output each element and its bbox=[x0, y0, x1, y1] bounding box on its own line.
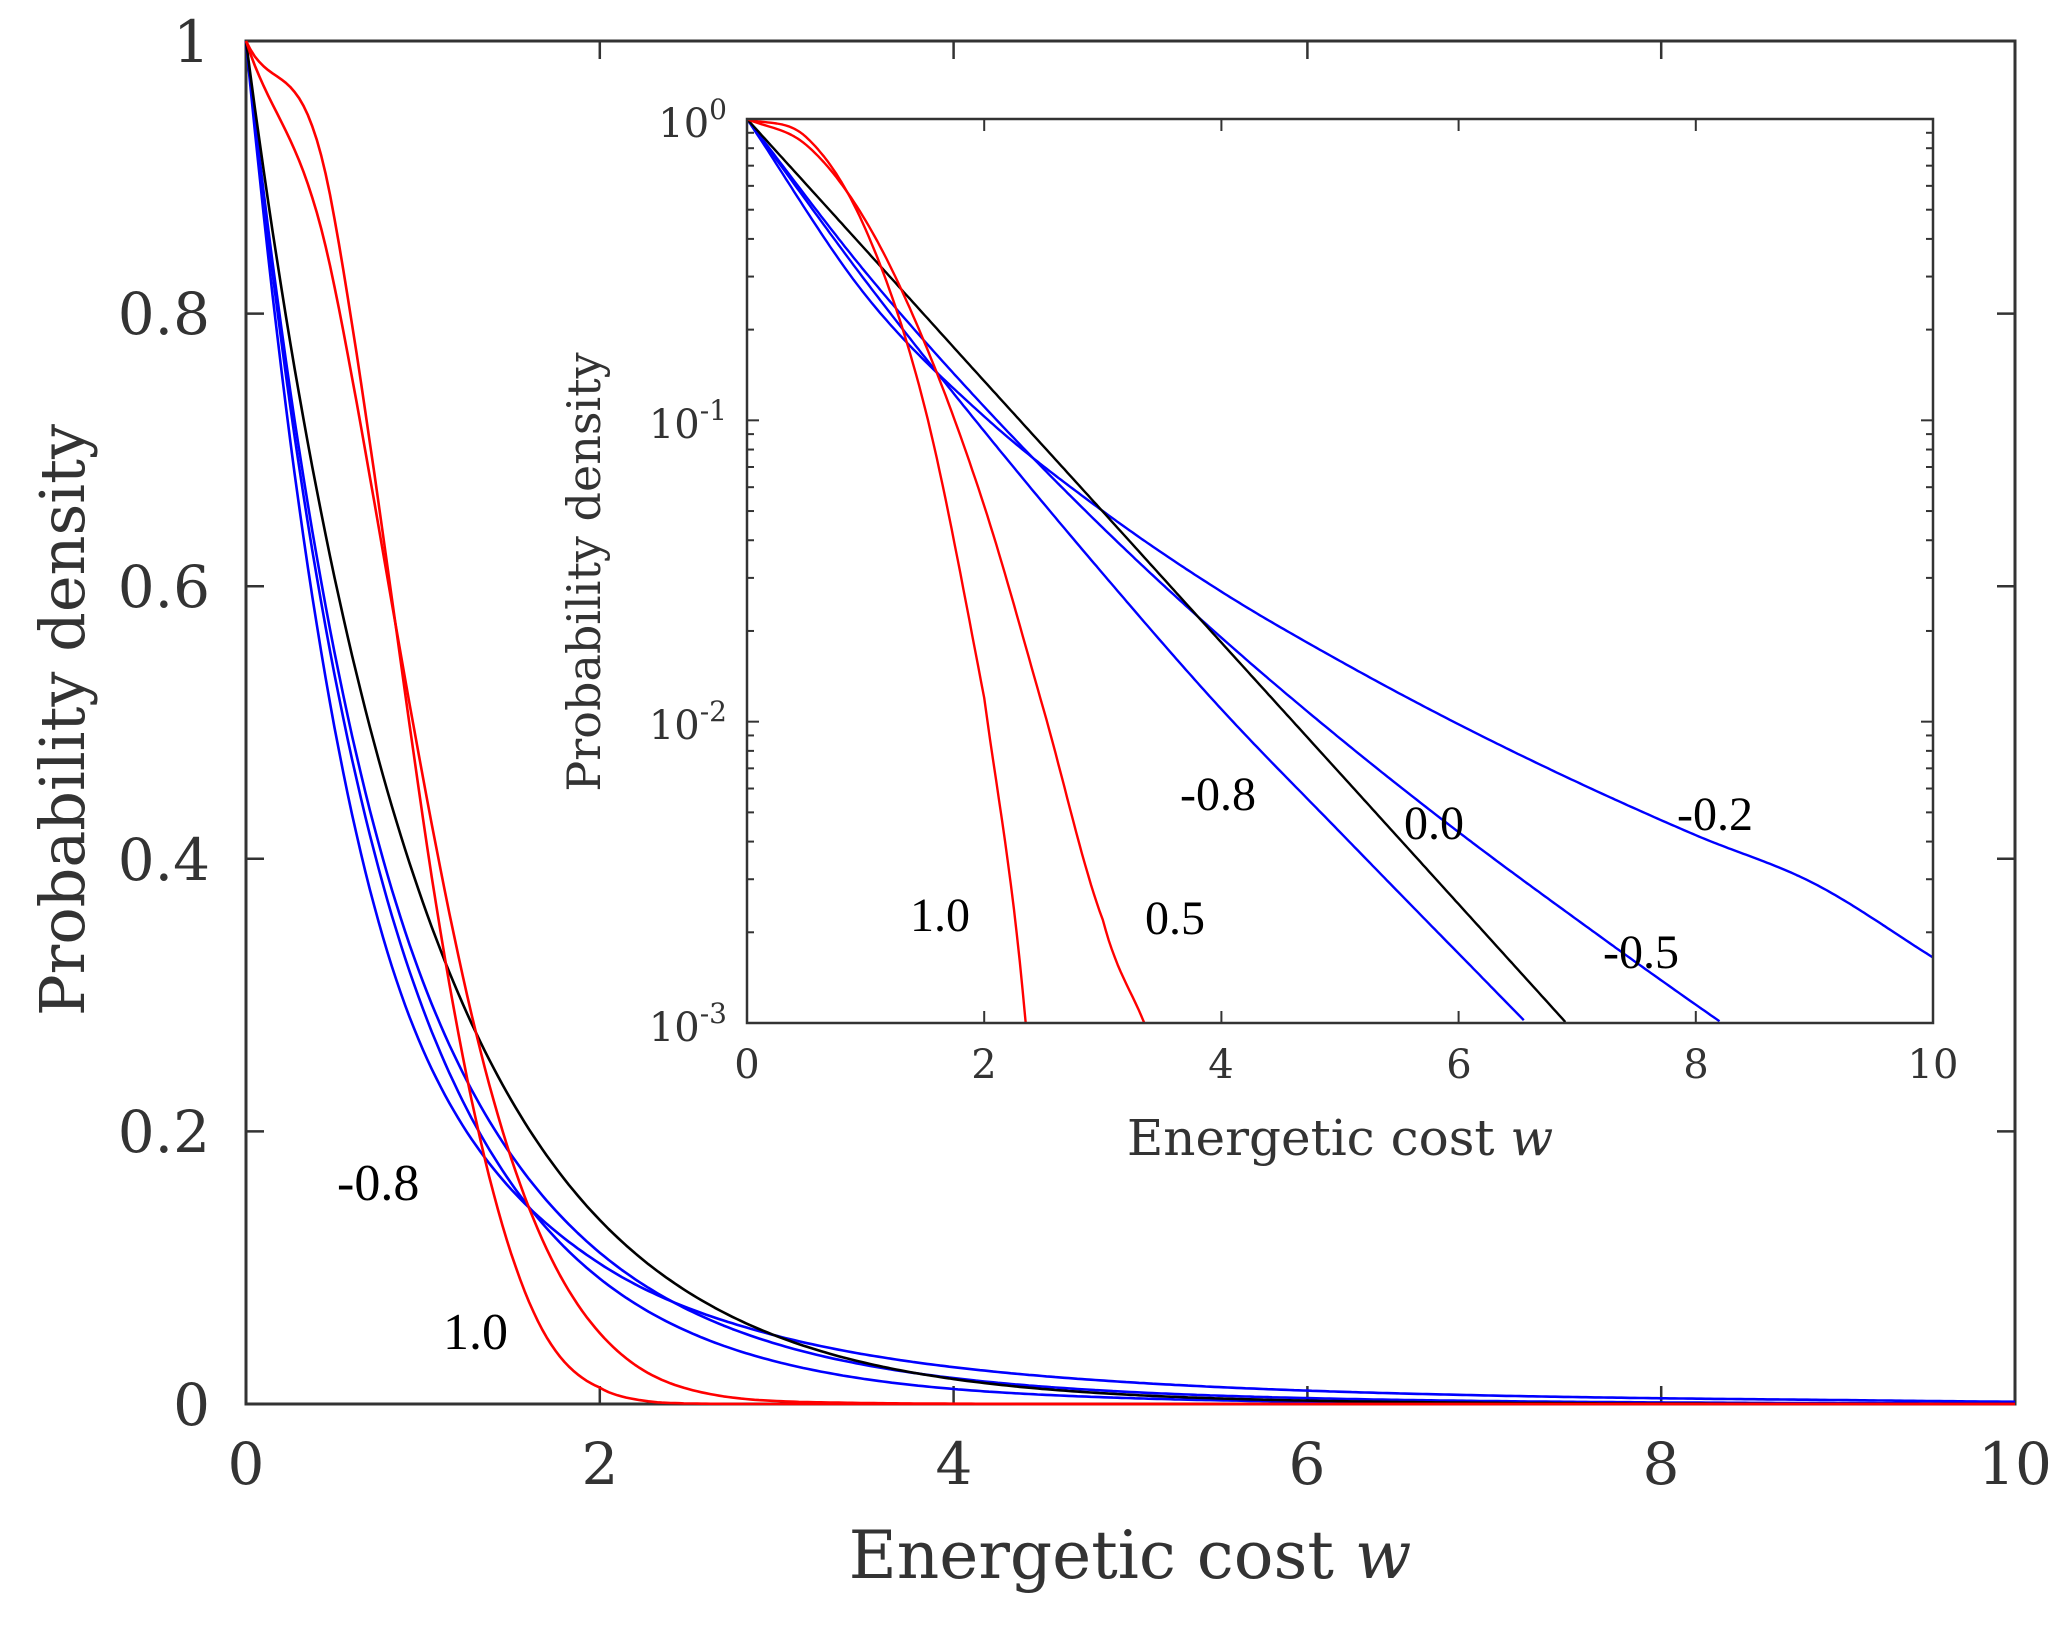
main-ytick-label: 0.4 bbox=[118, 826, 210, 894]
inset-curve-label: -0.5 bbox=[1603, 926, 1679, 979]
main-curve-tail-1 bbox=[244, 40, 2016, 1404]
inset-ytick-label: 10-1 bbox=[649, 394, 727, 448]
inset-ytick-label: 10-2 bbox=[649, 695, 727, 749]
inset-curve-0-0 bbox=[746, 118, 1567, 1023]
inset-ytick-exp: 0 bbox=[709, 93, 727, 126]
inset-xtick-label: 0 bbox=[734, 1042, 759, 1088]
inset-xlabel-text: Energetic cost bbox=[1127, 1109, 1495, 1167]
inset-ytick-base: 10 bbox=[649, 703, 700, 749]
inset-ytick-exp: -2 bbox=[700, 695, 727, 728]
main-xtick-label: 6 bbox=[1289, 1430, 1326, 1498]
inset-curve-label: 0.0 bbox=[1404, 797, 1464, 850]
inset-x-axis-title: Energetic cost w bbox=[1127, 1109, 1553, 1167]
inset-ticks bbox=[746, 118, 1934, 1024]
inset-curves bbox=[746, 117, 1934, 1024]
main-xlabel-text: Energetic cost bbox=[849, 1517, 1334, 1594]
main-xtick-label: 0 bbox=[228, 1430, 265, 1498]
main-y-axis-title: Probability density bbox=[26, 424, 99, 1016]
main-curve-label: -0.8 bbox=[337, 1155, 419, 1212]
main-ytick-label: 0.2 bbox=[118, 1098, 210, 1166]
main-ytick-label: 1 bbox=[173, 8, 210, 76]
inset-ytick-base: 10 bbox=[649, 402, 700, 448]
inset-curve-tail-1 bbox=[746, 118, 1934, 959]
inset-axes-frame bbox=[745, 117, 1935, 1025]
inset-ytick-label: 100 bbox=[658, 93, 727, 147]
inset-xtick-label: 6 bbox=[1446, 1042, 1471, 1088]
inset-ytick-base: 10 bbox=[658, 101, 709, 147]
main-xtick-label: 2 bbox=[582, 1430, 619, 1498]
main-xtick-label: 10 bbox=[1978, 1430, 2052, 1498]
inset-ytick-label: 10-3 bbox=[649, 997, 727, 1051]
main-curves bbox=[244, 40, 2016, 1406]
main-curve-label: 1.0 bbox=[443, 1304, 508, 1361]
main-ytick-label: 0.8 bbox=[118, 280, 210, 348]
inset-ytick-exp: -1 bbox=[700, 394, 727, 427]
main-xlabel-var: w bbox=[1355, 1517, 1412, 1594]
inset-curve-1-0 bbox=[746, 117, 1027, 1024]
inset-xlabel-var: w bbox=[1510, 1109, 1553, 1167]
inset-curve-label: 1.0 bbox=[910, 889, 970, 942]
main-ytick-label: 0 bbox=[173, 1371, 210, 1439]
inset-curve-label: 0.5 bbox=[1145, 892, 1205, 945]
inset-xtick-label: 4 bbox=[1208, 1042, 1233, 1088]
inset-plot: 100 10-1 10-2 10-3 0 2 4 6 8 10 Energeti… bbox=[557, 93, 1958, 1167]
inset-curve-label: -0.2 bbox=[1677, 788, 1753, 841]
main-x-axis-title: Energetic cost w bbox=[849, 1517, 1412, 1594]
inset-ytick-exp: -3 bbox=[700, 997, 727, 1030]
inset-curve-tail-3 bbox=[746, 118, 1525, 1022]
inset-y-axis-title: Probability density bbox=[557, 352, 611, 791]
main-plot: 0 0.2 0.4 0.6 0.8 1 0 2 4 6 8 10 Energet… bbox=[26, 8, 2052, 1594]
main-xtick-label: 8 bbox=[1643, 1430, 1680, 1498]
inset-curve-label: -0.8 bbox=[1180, 768, 1256, 821]
inset-ytick-base: 10 bbox=[649, 1005, 700, 1051]
inset-curve-tail-2 bbox=[746, 118, 1721, 1023]
inset-xtick-label: 10 bbox=[1908, 1042, 1959, 1088]
inset-xtick-label: 2 bbox=[971, 1042, 996, 1088]
inset-curve-0-5 bbox=[746, 117, 1146, 1024]
main-ytick-label: 0.6 bbox=[118, 553, 210, 621]
inset-background bbox=[747, 119, 1933, 1023]
main-xtick-label: 4 bbox=[936, 1430, 973, 1498]
main-curve-0-5 bbox=[244, 40, 2015, 1406]
inset-xtick-label: 8 bbox=[1683, 1042, 1708, 1088]
main-ticks bbox=[244, 39, 2017, 1406]
